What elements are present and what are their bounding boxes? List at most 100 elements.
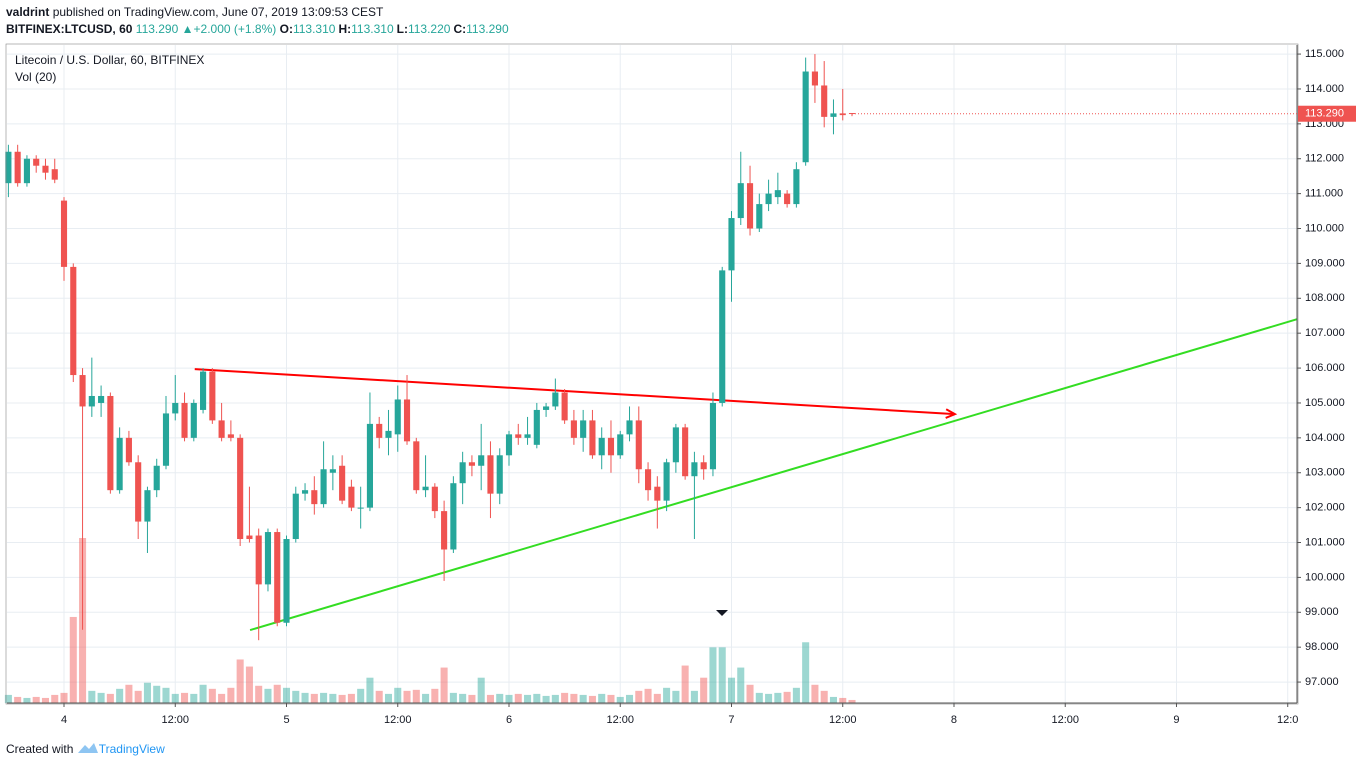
x-tick-label: 12:0 [1277, 714, 1298, 726]
volume-bar [199, 684, 207, 703]
volume-bar [579, 694, 587, 703]
footer-text: Created with [6, 742, 74, 756]
candle-body [200, 371, 207, 410]
candle-body [14, 151, 21, 184]
volume-bar [829, 696, 837, 703]
candle-body [737, 183, 744, 219]
volume-bar [709, 647, 717, 703]
candle-body [246, 535, 253, 540]
ohlc-label: C: [453, 22, 467, 36]
volume-bar [542, 695, 550, 703]
candle-body [283, 539, 290, 623]
candle-body [311, 490, 318, 505]
candle-body [478, 455, 485, 466]
candle-body [515, 434, 522, 438]
volume-bar [625, 694, 634, 703]
x-tick-label: 7 [728, 714, 734, 726]
volume-bar [496, 693, 504, 703]
volume-bar [4, 694, 12, 703]
volume-bar [347, 693, 355, 703]
volume-bar [181, 692, 189, 703]
volume-bar [653, 693, 661, 703]
volume-bar [375, 690, 383, 703]
volume-bar [97, 692, 105, 703]
legend-title: Litecoin / U.S. Dollar, 60, BITFINEX [15, 53, 204, 67]
ohlc-label: L: [396, 22, 408, 36]
volume-bar [143, 682, 151, 703]
drawings [194, 318, 1298, 632]
logo-shape [77, 743, 98, 753]
volume-bar [273, 684, 281, 703]
footer-brand[interactable]: TradingView [98, 742, 165, 756]
candle-body [505, 434, 513, 456]
candle-body [301, 490, 309, 494]
candle-body [329, 469, 336, 473]
volume-bar [357, 688, 365, 703]
x-tick-label: 12:00 [829, 714, 857, 726]
candle-body [60, 200, 68, 267]
candle-body [422, 486, 429, 491]
volume-bar [551, 694, 559, 703]
volume-bar [486, 694, 494, 703]
volume-bar [292, 690, 300, 703]
candle-body [135, 462, 142, 522]
y-tick-label: 98.000 [1305, 641, 1339, 653]
y-tick-label: 115.000 [1305, 48, 1344, 60]
candle-body [107, 395, 114, 491]
volume-bar [746, 684, 754, 703]
x-tick-label: 6 [506, 714, 512, 726]
volume-bar [60, 692, 68, 703]
current-price-label: 113.290 [1305, 108, 1344, 120]
candle-body [802, 71, 809, 163]
candle-body [691, 462, 698, 477]
candle-body [190, 402, 197, 438]
volume-bar [811, 684, 819, 703]
x-tick-label: 12:00 [1051, 714, 1079, 726]
candle-body [774, 190, 781, 198]
author[interactable]: valdrint [6, 5, 50, 19]
candle-body [33, 158, 40, 166]
volume-bar [690, 690, 698, 703]
y-tick-label: 109.000 [1305, 257, 1345, 269]
candle-body [524, 434, 531, 438]
volume-bar [32, 696, 40, 703]
candle-body [144, 490, 151, 522]
volume-bar [737, 667, 745, 703]
candle-body [237, 437, 244, 540]
candle-body [617, 434, 624, 456]
y-tick-label: 108.000 [1305, 292, 1345, 304]
candle-body [227, 434, 234, 438]
candle-body [709, 402, 717, 470]
x-tick-label: 12:00 [606, 714, 634, 726]
x-tick-label: 12:00 [161, 714, 189, 726]
volume-bar [598, 693, 606, 703]
volume-bar [533, 693, 541, 703]
candle-body [700, 462, 707, 470]
volume-bar [412, 689, 420, 703]
change-arrow: ▲ [181, 22, 194, 36]
candle-body [153, 465, 160, 491]
candle-body [765, 193, 772, 205]
y-tick-label: 102.000 [1305, 502, 1345, 514]
candle-body [292, 493, 299, 540]
ohlc-label: H: [338, 22, 352, 36]
volume-bar [440, 667, 448, 703]
ohlc-label: O: [279, 22, 293, 36]
x-tick-label: 8 [951, 714, 957, 726]
volume-bar [264, 688, 272, 703]
volume-bar [208, 688, 216, 703]
volume-bar [282, 687, 291, 703]
candle-body [431, 486, 438, 512]
candle-body [561, 392, 568, 421]
y-tick-label: 112.000 [1305, 153, 1344, 165]
volume-bar [848, 699, 856, 703]
volume-bar [524, 694, 532, 703]
volume-bar [403, 690, 411, 703]
volume-bar [663, 687, 671, 703]
volume-bar [23, 697, 31, 703]
candle-body [218, 420, 225, 438]
candle-body [811, 71, 818, 86]
volume-bar [783, 691, 791, 703]
candle-body [756, 204, 763, 229]
